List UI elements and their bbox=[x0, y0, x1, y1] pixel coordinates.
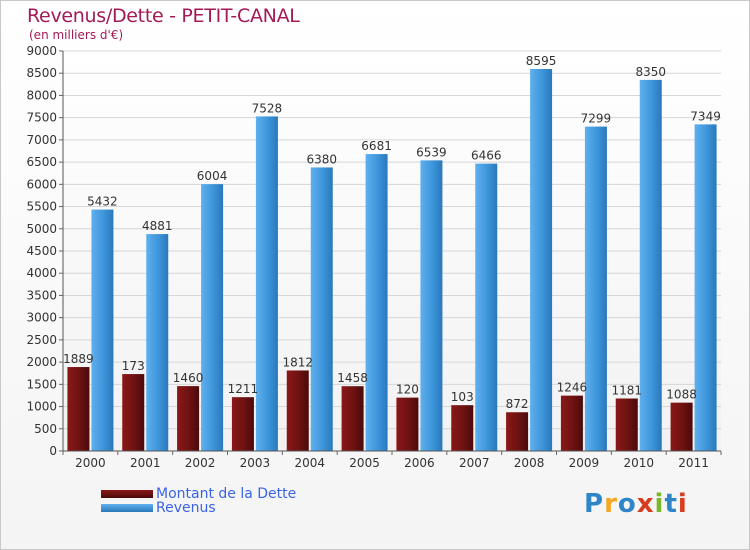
data-label-dette: 120 bbox=[396, 383, 419, 397]
y-tick-label: 5500 bbox=[26, 200, 57, 214]
data-label-revenus: 5432 bbox=[87, 195, 118, 209]
data-label-revenus: 6681 bbox=[361, 139, 392, 153]
y-tick-label: 3000 bbox=[26, 311, 57, 325]
bar-dette bbox=[451, 405, 474, 451]
data-label-revenus: 7528 bbox=[252, 101, 283, 115]
legend-label-dette: Montant de la Dette bbox=[156, 486, 297, 502]
data-label-revenus: 6004 bbox=[197, 169, 228, 183]
x-tick-label: 2003 bbox=[240, 456, 271, 470]
data-label-dette: 1460 bbox=[173, 371, 204, 385]
y-tick-label: 5000 bbox=[26, 222, 57, 236]
data-label-revenus: 6466 bbox=[471, 149, 502, 163]
data-label-dette: 1246 bbox=[557, 381, 588, 395]
y-tick-label: 1500 bbox=[26, 377, 57, 391]
data-label-dette: 1181 bbox=[611, 384, 642, 398]
bar-dette bbox=[615, 398, 638, 451]
bar-revenus bbox=[365, 154, 388, 452]
legend-item-revenus: Revenus bbox=[101, 501, 296, 515]
y-tick-label: 7000 bbox=[26, 133, 57, 147]
y-tick-label: 500 bbox=[34, 422, 57, 436]
x-tick-label: 2011 bbox=[678, 456, 709, 470]
data-label-revenus: 7349 bbox=[690, 109, 721, 123]
logo-letter: o bbox=[617, 489, 637, 519]
x-tick-label: 2001 bbox=[130, 456, 161, 470]
y-tick-label: 8000 bbox=[26, 88, 57, 102]
legend-swatch-revenus bbox=[101, 504, 153, 512]
bar-dette bbox=[341, 386, 364, 451]
y-tick-label: 7500 bbox=[26, 111, 57, 125]
x-tick-label: 2005 bbox=[349, 456, 380, 470]
x-tick-label: 2002 bbox=[185, 456, 216, 470]
x-tick-label: 2007 bbox=[459, 456, 490, 470]
bar-revenus bbox=[255, 116, 278, 451]
legend-label-revenus: Revenus bbox=[156, 500, 216, 516]
logo-letter: x bbox=[636, 489, 655, 519]
legend-item-dette: Montant de la Dette bbox=[101, 487, 296, 501]
logo-letter: t bbox=[664, 489, 678, 519]
bar-revenus bbox=[146, 234, 169, 451]
bar-dette bbox=[122, 374, 145, 451]
bar-revenus bbox=[91, 209, 114, 451]
x-tick-label: 2004 bbox=[294, 456, 325, 470]
y-tick-label: 0 bbox=[49, 444, 57, 458]
y-tick-label: 6000 bbox=[26, 177, 57, 191]
chart-title: Revenus/Dette - PETIT-CANAL bbox=[27, 5, 300, 27]
bar-dette bbox=[396, 397, 419, 451]
data-label-dette: 173 bbox=[122, 359, 145, 373]
data-label-revenus: 4881 bbox=[142, 219, 173, 233]
x-tick-label: 2009 bbox=[569, 456, 600, 470]
bar-revenus bbox=[694, 124, 717, 451]
y-tick-label: 2500 bbox=[26, 333, 57, 347]
y-tick-label: 6500 bbox=[26, 155, 57, 169]
bar-revenus bbox=[310, 167, 333, 451]
chart-legend: Montant de la Dette Revenus bbox=[101, 487, 296, 515]
data-label-revenus: 6539 bbox=[416, 145, 447, 159]
data-label-dette: 1889 bbox=[63, 352, 94, 366]
data-label-dette: 1088 bbox=[666, 388, 697, 402]
y-tick-label: 2000 bbox=[26, 355, 57, 369]
data-label-revenus: 6380 bbox=[306, 152, 337, 166]
bar-dette bbox=[670, 402, 693, 451]
x-tick-label: 2010 bbox=[623, 456, 654, 470]
y-tick-label: 1000 bbox=[26, 400, 57, 414]
bar-dette bbox=[560, 395, 583, 451]
logo-letter: i bbox=[677, 489, 688, 519]
x-tick-label: 2000 bbox=[75, 456, 106, 470]
legend-swatch-dette bbox=[101, 490, 153, 498]
bar-revenus bbox=[201, 184, 224, 451]
bar-revenus bbox=[475, 163, 498, 451]
y-tick-label: 4000 bbox=[26, 266, 57, 280]
proxiti-logo: Proxiti bbox=[584, 489, 688, 519]
data-label-dette: 1458 bbox=[337, 371, 368, 385]
bar-dette bbox=[231, 397, 254, 451]
data-label-revenus: 8350 bbox=[635, 65, 666, 79]
bar-revenus bbox=[639, 79, 662, 451]
data-label-revenus: 8595 bbox=[526, 54, 557, 68]
bar-revenus bbox=[420, 160, 443, 451]
chart-subtitle: (en milliers d'€) bbox=[29, 28, 124, 42]
data-label-revenus: 7299 bbox=[581, 112, 612, 126]
x-tick-label: 2008 bbox=[514, 456, 545, 470]
logo-letter: r bbox=[604, 489, 618, 519]
logo-letter: i bbox=[654, 489, 665, 519]
bar-dette bbox=[67, 367, 90, 451]
bar-dette bbox=[286, 370, 309, 451]
data-label-dette: 103 bbox=[451, 390, 474, 404]
y-tick-label: 8500 bbox=[26, 66, 57, 80]
bar-dette bbox=[177, 386, 200, 451]
logo-letter: P bbox=[584, 489, 605, 519]
y-tick-label: 9000 bbox=[26, 44, 57, 58]
bar-revenus bbox=[584, 126, 607, 451]
y-tick-label: 3500 bbox=[26, 288, 57, 302]
x-tick-label: 2006 bbox=[404, 456, 435, 470]
y-tick-label: 4500 bbox=[26, 244, 57, 258]
bar-dette bbox=[506, 412, 529, 451]
data-label-dette: 872 bbox=[506, 397, 529, 411]
bar-revenus bbox=[530, 69, 553, 451]
data-label-dette: 1211 bbox=[228, 382, 259, 396]
data-label-dette: 1812 bbox=[282, 355, 313, 369]
